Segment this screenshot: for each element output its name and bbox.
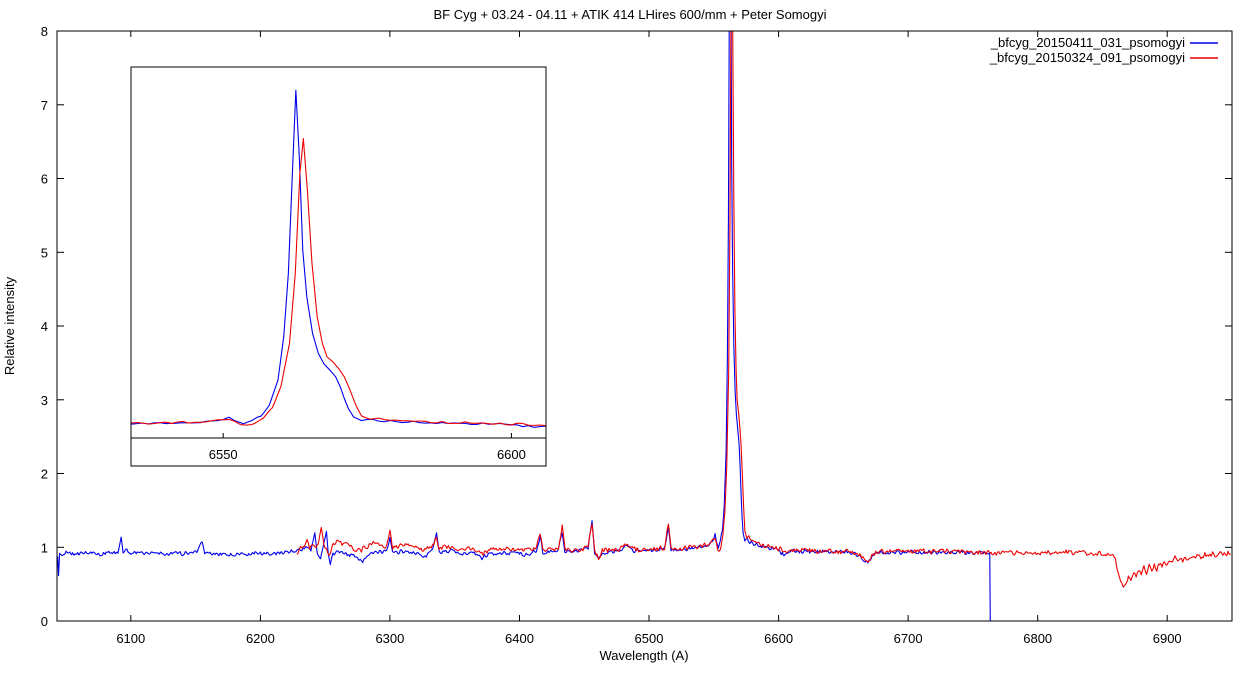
- x-tick-label: 6400: [505, 631, 534, 646]
- axis-ticks: 6100 6200 6300 6400 6500 6600 6700 6800 6900 0 1 2 3…: [41, 24, 1232, 646]
- x-axis-label: Wavelength (A): [599, 648, 688, 663]
- inset-curve-blue: [131, 89, 546, 428]
- y-tick-label: 2: [41, 467, 48, 482]
- y-tick-label: 3: [41, 393, 48, 408]
- legend: _bfcyg_20150411_031_psomogyi _bfcyg_2015…: [989, 35, 1218, 65]
- inset-plot: 6550 6600: [130, 66, 547, 467]
- spectrum-curve-red: [296, 31, 1231, 588]
- x-tick-label: 6800: [1023, 631, 1052, 646]
- inset-x-tick-label: 6550: [209, 447, 238, 462]
- inset-curve-red: [131, 138, 546, 427]
- y-tick-label: 4: [41, 319, 48, 334]
- x-tick-label: 6700: [894, 631, 923, 646]
- spectrum-curve-blue: [57, 31, 991, 621]
- y-tick-label: 5: [41, 245, 48, 260]
- inset-axis-ticks: 6550 6600: [209, 433, 526, 462]
- inset-series-group: [131, 89, 546, 428]
- chart-title: BF Cyg + 03.24 - 04.11 + ATIK 414 LHires…: [434, 7, 827, 22]
- x-tick-label: 6300: [375, 631, 404, 646]
- x-tick-label: 6100: [116, 631, 145, 646]
- inset-x-tick-label: 6600: [497, 447, 526, 462]
- y-tick-label: 0: [41, 614, 48, 629]
- x-tick-label: 6200: [246, 631, 275, 646]
- inset-border: [130, 66, 547, 467]
- y-tick-label: 7: [41, 98, 48, 113]
- plot-border: [56, 30, 1233, 622]
- x-tick-label: 6900: [1153, 631, 1182, 646]
- x-tick-label: 6600: [764, 631, 793, 646]
- y-axis-label: Relative intensity: [2, 276, 17, 375]
- x-tick-label: 6500: [635, 631, 664, 646]
- y-tick-label: 1: [41, 540, 48, 555]
- y-tick-label: 6: [41, 172, 48, 187]
- legend-label-series1: _bfcyg_20150411_031_psomogyi: [990, 35, 1185, 50]
- main-series-group: [57, 31, 1231, 621]
- y-tick-label: 8: [41, 24, 48, 39]
- legend-label-series2: _bfcyg_20150324_091_psomogyi: [989, 50, 1185, 65]
